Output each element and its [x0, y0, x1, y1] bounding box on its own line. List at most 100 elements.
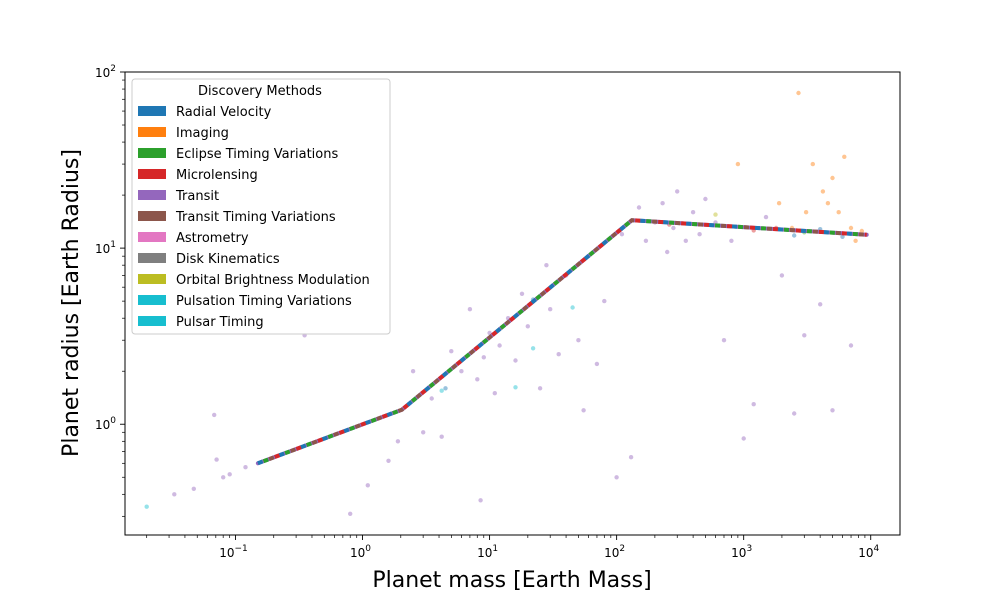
legend-label: Eclipse Timing Variations — [176, 147, 338, 162]
data-point-orbital-brightness-modulation — [713, 212, 717, 216]
data-point-transit — [557, 352, 561, 356]
data-point-transit — [396, 439, 400, 443]
data-point-transit — [830, 408, 834, 412]
legend-label: Astrometry — [176, 231, 249, 246]
data-point-transit — [221, 475, 225, 479]
data-point-transit — [493, 391, 497, 395]
data-point-transit — [497, 343, 501, 347]
data-point-transit — [644, 239, 648, 243]
data-point-radial-velocity — [443, 386, 447, 390]
legend-title: Discovery Methods — [198, 84, 322, 99]
data-point-transit — [849, 343, 853, 347]
data-point-transit — [576, 338, 580, 342]
data-point-transit — [449, 349, 453, 353]
data-point-transit — [675, 189, 679, 193]
legend-label: Microlensing — [176, 168, 258, 183]
legend-label: Transit — [175, 189, 219, 204]
data-point-imaging — [826, 201, 830, 205]
data-point-transit — [214, 457, 218, 461]
data-point-imaging — [837, 210, 841, 214]
data-point-transit — [671, 226, 675, 230]
data-point-transit — [602, 299, 606, 303]
legend-swatch — [138, 316, 166, 326]
data-point-transit — [697, 232, 701, 236]
legend-label: Imaging — [176, 126, 229, 141]
legend-swatch — [138, 232, 166, 242]
data-point-transit — [665, 250, 669, 254]
data-point-transit — [228, 472, 232, 476]
data-point-transit — [212, 413, 216, 417]
data-point-transit — [478, 498, 482, 502]
data-point-transit — [792, 411, 796, 415]
legend-swatch — [138, 295, 166, 305]
data-point-transit — [614, 475, 618, 479]
legend-swatch — [138, 253, 166, 263]
data-point-imaging — [842, 155, 846, 159]
data-point-pulsar-timing — [513, 385, 517, 389]
data-point-imaging — [811, 162, 815, 166]
data-point-transit — [243, 465, 247, 469]
legend-label: Pulsation Timing Variations — [176, 294, 352, 309]
data-point-imaging — [777, 201, 781, 205]
data-point-transit — [722, 338, 726, 342]
legend: Discovery Methods Radial Velocity Imaging… — [132, 79, 390, 334]
legend-label: Disk Kinematics — [176, 252, 280, 267]
legend-swatch — [138, 148, 166, 158]
data-point-transit — [526, 324, 530, 328]
data-point-transit — [764, 215, 768, 219]
legend-swatch — [138, 274, 166, 284]
data-point-imaging — [853, 239, 857, 243]
data-point-transit — [684, 239, 688, 243]
legend-label: Transit Timing Variations — [175, 210, 336, 225]
data-point-transit — [581, 408, 585, 412]
data-point-transit — [742, 436, 746, 440]
data-point-transit — [620, 232, 624, 236]
data-point-transit — [752, 402, 756, 406]
data-point-transit — [548, 307, 552, 311]
data-point-transit — [366, 483, 370, 487]
data-point-imaging — [821, 189, 825, 193]
data-point-transit — [691, 210, 695, 214]
data-point-transit — [544, 263, 548, 267]
x-axis-label: Planet mass [Earth Mass] — [372, 568, 651, 593]
data-point-transit — [520, 292, 524, 296]
data-point-transit — [595, 362, 599, 366]
legend-label: Orbital Brightness Modulation — [176, 273, 370, 288]
data-point-imaging — [796, 91, 800, 95]
legend-swatch — [138, 106, 166, 116]
data-point-transit — [729, 239, 733, 243]
data-point-transit — [538, 386, 542, 390]
legend-label: Pulsar Timing — [176, 315, 264, 330]
data-point-transit — [637, 205, 641, 209]
legend-swatch — [138, 169, 166, 179]
data-point-transit — [818, 302, 822, 306]
data-point-transit — [459, 369, 463, 373]
data-point-transit — [192, 487, 196, 491]
data-point-pulsar-timing — [570, 305, 574, 309]
data-point-transit — [703, 197, 707, 201]
data-point-pulsar-timing — [145, 505, 149, 509]
data-point-transit — [802, 333, 806, 337]
data-point-transit — [482, 355, 486, 359]
legend-swatch — [138, 127, 166, 137]
data-point-pulsar-timing — [440, 389, 444, 393]
data-point-imaging — [804, 210, 808, 214]
data-point-imaging — [849, 226, 853, 230]
data-point-transit — [629, 455, 633, 459]
data-point-imaging — [830, 176, 834, 180]
data-point-radial-velocity — [792, 233, 796, 237]
data-point-transit — [386, 459, 390, 463]
y-axis-label: Planet radius [Earth Radius] — [59, 149, 84, 457]
data-point-transit — [440, 435, 444, 439]
data-point-transit — [430, 396, 434, 400]
data-point-transit — [172, 492, 176, 496]
data-point-transit — [660, 201, 664, 205]
data-point-transit — [411, 369, 415, 373]
legend-swatch — [138, 211, 166, 221]
data-point-transit — [421, 430, 425, 434]
data-point-transit — [513, 358, 517, 362]
legend-label: Radial Velocity — [176, 105, 272, 120]
data-point-transit — [475, 377, 479, 381]
legend-swatch — [138, 190, 166, 200]
